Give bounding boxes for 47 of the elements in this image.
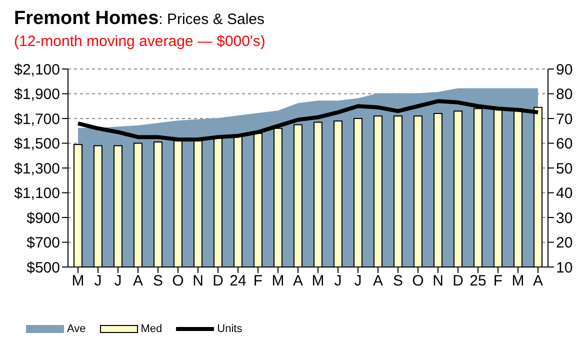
x-tick-label: D xyxy=(452,272,464,290)
y2-tick-label: 60 xyxy=(556,136,573,153)
y2-tick-label: 70 xyxy=(556,110,573,128)
x-tick-label: S xyxy=(152,272,164,290)
x-tick-label: 24 xyxy=(230,272,246,290)
chart-subtitle: (12-month moving average — $000's) xyxy=(14,33,266,50)
y2-tick-label: 20 xyxy=(556,234,573,252)
y-tick-label: $1,100 xyxy=(14,185,60,202)
y-tick-label: $1,500 xyxy=(14,136,60,153)
x-tick-label: M xyxy=(512,272,524,290)
y2-tick-label: 10 xyxy=(556,259,573,276)
x-tick-label: 25 xyxy=(470,272,486,290)
x-tick-label: D xyxy=(212,272,224,290)
y-tick-label: $1,700 xyxy=(14,110,60,128)
legend-label: Units xyxy=(216,323,242,335)
x-tick-label: A xyxy=(532,272,544,290)
x-tick-label: F xyxy=(253,272,263,290)
y2-tick-label: 50 xyxy=(556,160,573,178)
x-tick-label: A xyxy=(292,272,304,290)
legend-label: Med xyxy=(140,323,162,335)
x-tick-label: M xyxy=(272,272,284,290)
y-tick-label: $500 xyxy=(26,259,60,276)
legend-label: Ave xyxy=(66,323,86,335)
x-tick-label: M xyxy=(72,272,84,290)
chart-title: Fremont Homes: Prices & Sales xyxy=(14,8,265,29)
y-tick-label: $1,300 xyxy=(14,160,60,178)
x-tick-label: S xyxy=(392,272,404,290)
x-tick-label: M xyxy=(312,272,324,290)
x-tick-label: J xyxy=(114,272,122,290)
y2-tick-label: 30 xyxy=(556,210,573,227)
x-tick-label: J xyxy=(334,272,342,290)
y2-tick-label: 90 xyxy=(556,61,573,78)
x-tick-label: O xyxy=(412,272,424,290)
x-tick-label: J xyxy=(354,272,362,290)
x-tick-label: A xyxy=(372,272,384,290)
x-tick-label: J xyxy=(94,272,102,290)
x-tick-label: F xyxy=(493,272,503,290)
x-tick-label: A xyxy=(132,272,144,290)
y-tick-label: $1,900 xyxy=(14,86,60,104)
y2-tick-label: 40 xyxy=(556,185,573,202)
y-tick-label: $2,100 xyxy=(14,61,60,78)
y-tick-label: $700 xyxy=(26,234,60,252)
x-tick-label: N xyxy=(432,272,444,290)
x-tick-label: N xyxy=(192,272,204,290)
x-tick-label: O xyxy=(172,272,184,290)
y2-tick-label: 80 xyxy=(556,86,573,104)
y-tick-label: $900 xyxy=(26,210,60,227)
